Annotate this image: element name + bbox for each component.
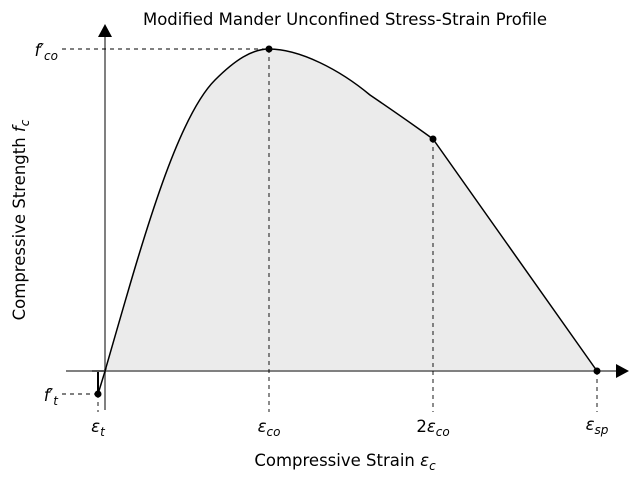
x-tick-et: εt (91, 417, 106, 439)
chart-title: Modified Mander Unconfined Stress-Strain… (143, 10, 547, 29)
curve-fill-area (105, 49, 597, 371)
x-tick-eco: εco (258, 417, 281, 439)
tension-slope-segment (97, 367, 107, 395)
x-tick-esp: εsp (586, 415, 609, 437)
x-axis-arrow-icon (616, 364, 629, 378)
stress-strain-curve (104, 48, 598, 372)
peak-point (265, 45, 273, 53)
y-tick-ft: f′t (44, 386, 60, 408)
spalling-point (593, 367, 601, 375)
y-tick-fco: f′co (34, 41, 58, 63)
x-axis-label: Compressive Strain εc (254, 451, 436, 473)
2eco-point (429, 135, 437, 143)
tension-point (94, 390, 102, 398)
y-axis-arrow-icon (98, 24, 112, 37)
x-tick-2eco: 2εco (416, 417, 449, 439)
y-axis-label: Compressive Strength fc (10, 119, 32, 320)
